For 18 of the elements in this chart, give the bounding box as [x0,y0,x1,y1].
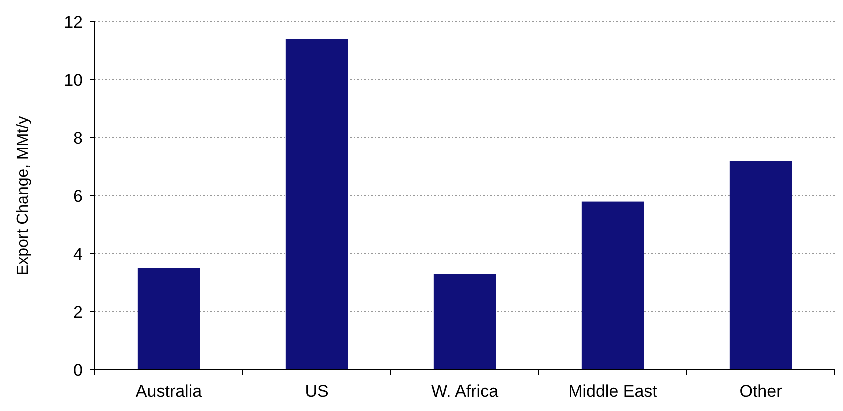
y-tick-label: 10 [64,70,83,90]
x-tick-label: Other [740,382,783,401]
bar [730,161,792,370]
x-tick-label: US [305,382,329,401]
x-tick-label: Middle East [568,382,658,401]
y-tick-label: 12 [64,12,83,32]
bar [286,39,348,370]
bar [434,274,496,370]
bar [138,268,200,370]
bar [582,202,644,370]
y-tick-label: 4 [74,244,83,264]
y-tick-label: 0 [74,360,83,380]
y-tick-label: 2 [74,302,83,322]
x-tick-label: W. Africa [431,382,500,401]
y-axis-title: Export Change, MMt/y [15,116,32,276]
x-tick-label: Australia [136,382,203,401]
y-tick-label: 8 [74,128,83,148]
y-tick-label: 6 [74,186,83,206]
